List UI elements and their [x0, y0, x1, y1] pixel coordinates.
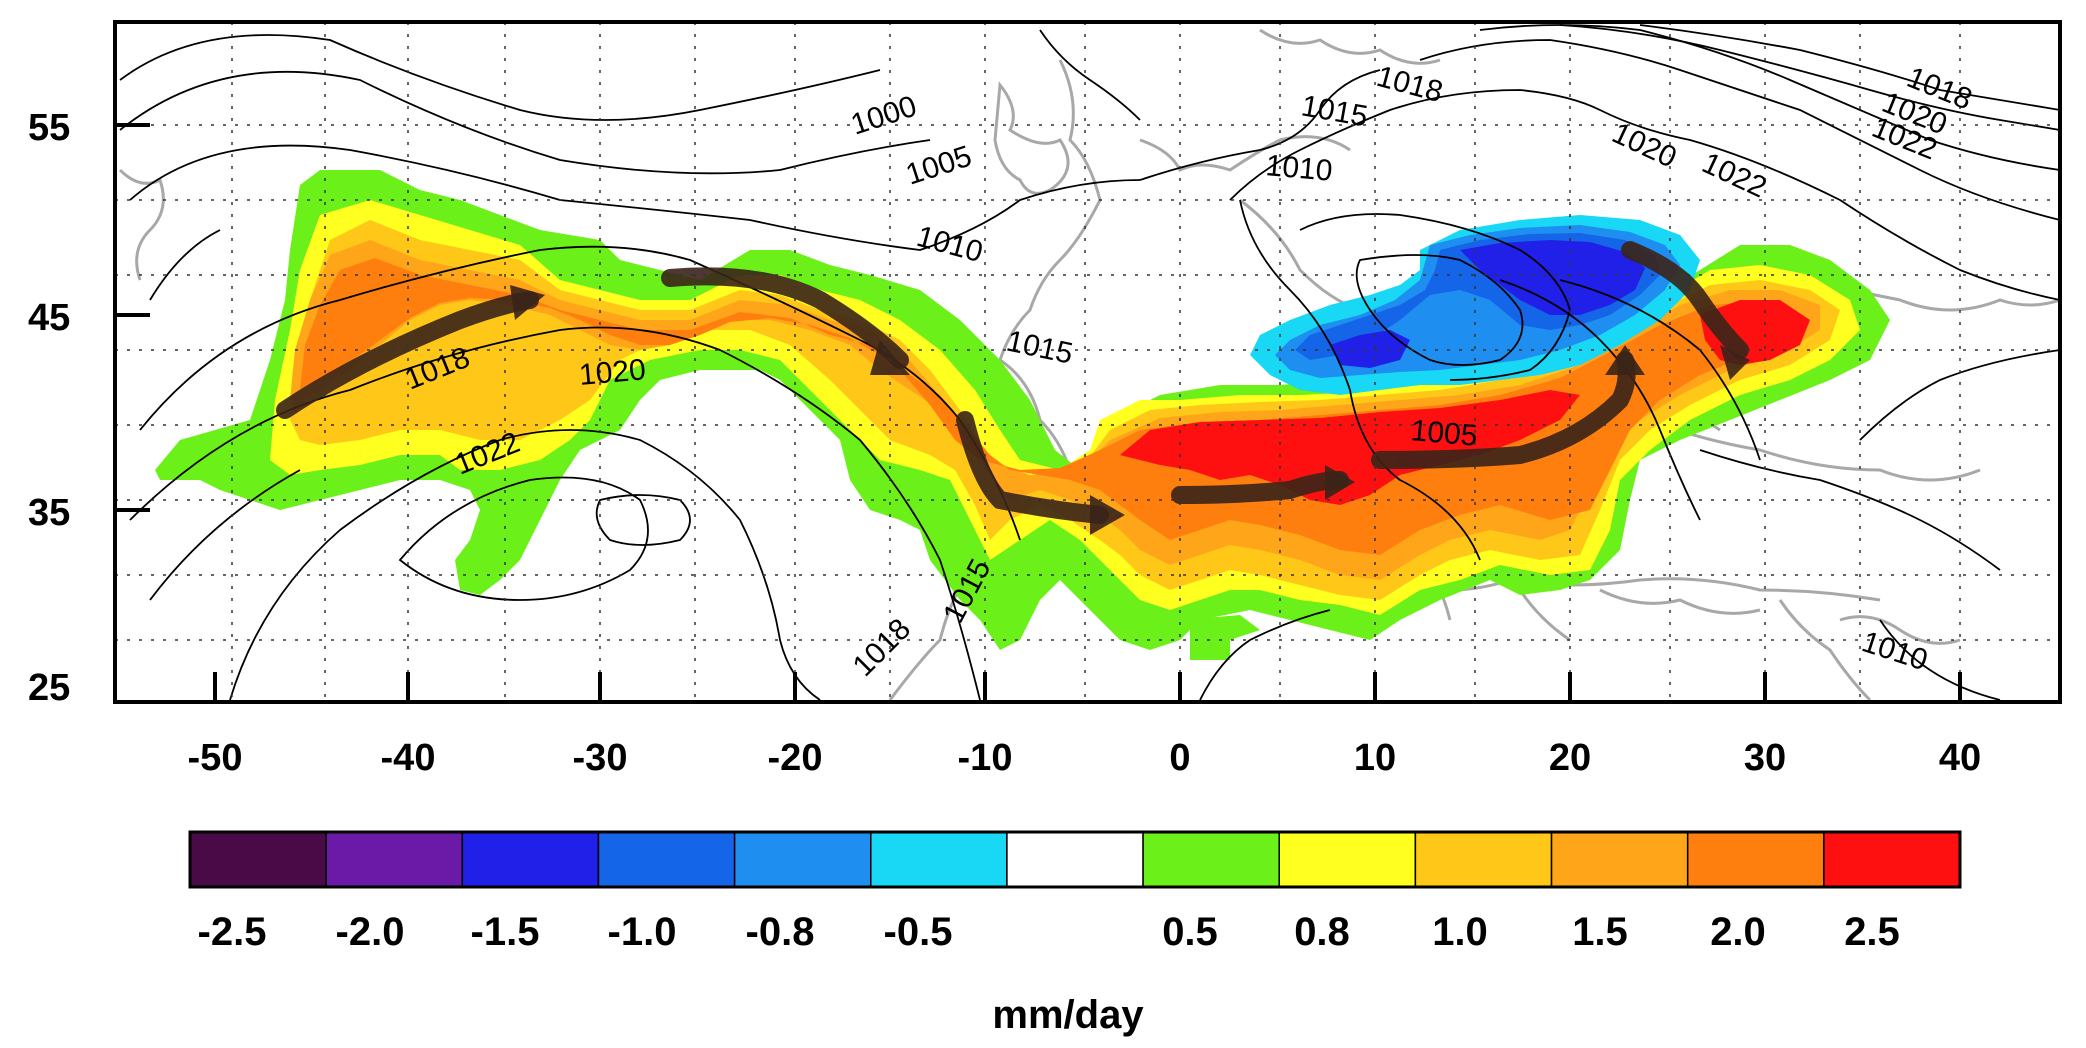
x-axis: -50 -40 -30 -20 -10 0 10 20 30 40 — [188, 672, 1981, 779]
colorbar-swatch — [1278, 831, 1417, 888]
x-tick-label: 0 — [1169, 737, 1190, 779]
x-tick-label: 10 — [1354, 737, 1396, 779]
x-tick-label: -30 — [573, 737, 628, 779]
plot-frame — [113, 20, 2062, 704]
x-tick-label: 30 — [1744, 737, 1786, 779]
arrowhead — [1605, 345, 1645, 375]
shade-0.5 — [1190, 630, 1230, 660]
slp-contours — [119, 24, 2060, 701]
colorbar-swatch — [1823, 831, 1961, 888]
x-tick-label: -10 — [958, 737, 1013, 779]
y-tick-label: 45 — [28, 297, 70, 339]
colorbar-unit: mm/day — [992, 993, 1144, 1037]
colorbar-label: 0.5 — [1162, 910, 1218, 954]
colorbar-label: 1.5 — [1572, 910, 1628, 954]
shade-2.0 — [300, 258, 1800, 555]
colorbar-swatch — [1414, 831, 1553, 888]
colorbar-swatch — [870, 831, 1008, 888]
arrowhead — [1090, 495, 1125, 535]
colorbar-label: 0.8 — [1294, 910, 1350, 954]
contour-label: 1010 — [1264, 149, 1333, 188]
colorbar-label: 2.5 — [1844, 910, 1900, 954]
colorbar-swatch — [189, 831, 327, 888]
colorbar-swatch — [461, 831, 600, 888]
colorbar-swatch — [1142, 831, 1280, 888]
y-axis: 55 45 35 25 — [28, 107, 150, 709]
gridlines — [115, 22, 2060, 702]
colorbar-label: 2.0 — [1710, 910, 1766, 954]
arrowhead — [1720, 345, 1750, 380]
colorbar — [188, 830, 1962, 889]
y-tick-label: 55 — [28, 107, 70, 149]
colorbar-label: -1.0 — [608, 910, 677, 954]
x-tick-label: -20 — [768, 737, 823, 779]
colorbar-label: -2.0 — [336, 910, 405, 954]
colorbar-swatch — [325, 831, 464, 888]
y-tick-label: 35 — [28, 492, 70, 534]
contour-label: 1020 — [578, 353, 647, 392]
colorbar-swatch — [1006, 831, 1144, 888]
arrowhead — [1325, 465, 1355, 500]
x-tick-label: 40 — [1939, 737, 1981, 779]
colorbar-swatch — [597, 831, 736, 888]
colorbar-label: -0.8 — [746, 910, 815, 954]
colorbar-label: 1.0 — [1432, 910, 1488, 954]
shade-2.5 — [1120, 390, 1580, 505]
y-tick-label: 25 — [28, 667, 70, 709]
colorbar-label: -2.5 — [198, 910, 267, 954]
colorbar-swatch — [1550, 831, 1689, 888]
flow-arrowheads — [510, 285, 1750, 535]
colorbar-frame — [188, 830, 1962, 889]
colorbar-swatch — [733, 831, 872, 888]
arrowhead — [510, 285, 545, 320]
shade-neg-1.5 — [1330, 330, 1410, 368]
precipitation-shading — [155, 170, 1890, 660]
flow-arrows — [276, 241, 1749, 524]
contour-label: 1005 — [1409, 414, 1478, 453]
x-tick-label: 20 — [1549, 737, 1591, 779]
x-tick-label: -50 — [188, 737, 243, 779]
colorbar-label: -1.5 — [471, 910, 540, 954]
colorbar-labels: -2.5 -2.0 -1.5 -1.0 -0.8 -0.5 0.5 0.8 1.… — [198, 910, 1900, 954]
colorbar-swatch — [1686, 831, 1825, 888]
arrowhead — [870, 340, 910, 375]
x-tick-label: -40 — [381, 737, 436, 779]
colorbar-label: -0.5 — [884, 910, 953, 954]
